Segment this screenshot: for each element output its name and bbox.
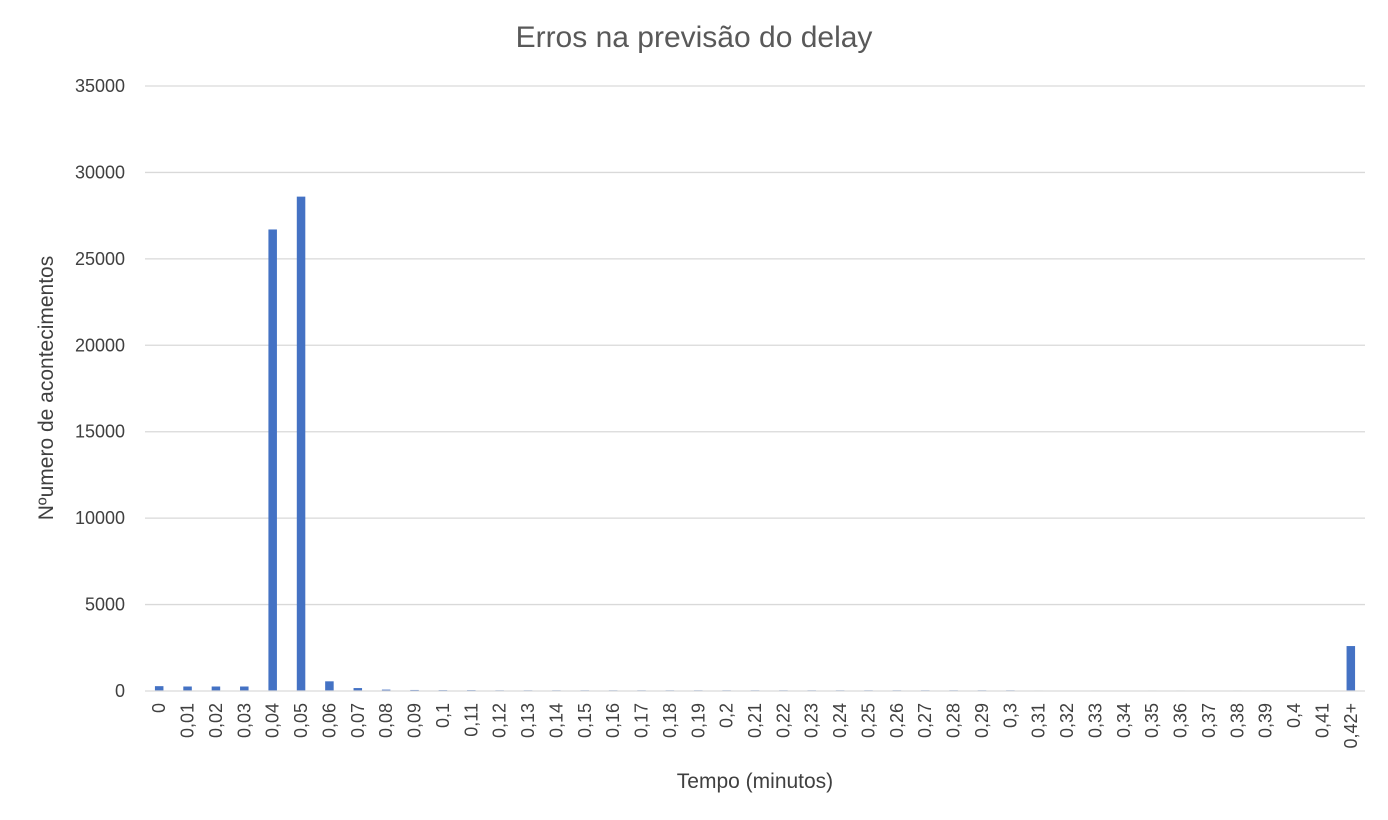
x-tick-label: 0 — [149, 703, 169, 713]
bar-0,01 — [183, 686, 192, 691]
bar-0,04 — [268, 229, 277, 691]
x-tick-label: 0,01 — [178, 703, 198, 738]
bar-0,02 — [211, 686, 221, 691]
x-tick-label: 0,37 — [1199, 703, 1219, 738]
x-tick-label: 0,13 — [518, 703, 538, 738]
x-tick-label: 0,33 — [1085, 703, 1105, 738]
x-tick-label: 0,3 — [1000, 703, 1020, 728]
y-tick-label: 5000 — [85, 595, 125, 615]
x-tick-label: 0,36 — [1171, 703, 1191, 738]
x-tick-label: 0,18 — [660, 703, 680, 738]
y-tick-label: 10000 — [75, 508, 125, 528]
x-tick-label: 0,09 — [405, 703, 425, 738]
x-tick-label: 0,11 — [461, 703, 481, 737]
x-tick-label: 0,42+ — [1341, 703, 1361, 749]
x-tick-label: 0,23 — [802, 703, 822, 738]
x-tick-label: 0,2 — [717, 703, 737, 728]
x-axis-ticks: 0 0,01 0,02 0,03 0,04 0,05 0,06 0,07 0,08 0,09 0,1… — [149, 703, 1361, 749]
x-tick-label: 0,17 — [632, 703, 652, 738]
x-tick-label: 0,16 — [603, 703, 623, 738]
x-tick-label: 0,1 — [433, 703, 453, 728]
x-axis-title: Tempo (minutos) — [677, 770, 833, 793]
gridlines — [145, 85, 1365, 606]
x-tick-label: 0,15 — [575, 703, 595, 738]
x-tick-label: 0,08 — [376, 703, 396, 738]
x-tick-label: 0,28 — [944, 703, 964, 738]
x-tick-label: 0,27 — [915, 703, 935, 738]
x-tick-label: 0,22 — [773, 703, 793, 738]
x-tick-label: 0,4 — [1284, 703, 1304, 728]
x-tick-label: 0,19 — [688, 703, 708, 738]
y-axis-ticks: 0 5000 10000 15000 20000 25000 30000 35000 — [75, 76, 125, 701]
x-tick-label: 0,06 — [319, 703, 339, 738]
x-tick-label: 0,25 — [858, 703, 878, 738]
y-tick-label: 25000 — [75, 249, 125, 269]
x-tick-label: 0,14 — [546, 703, 566, 738]
x-tick-label: 0,04 — [263, 703, 283, 738]
x-tick-label: 0,12 — [490, 703, 510, 738]
x-tick-label: 0,34 — [1114, 703, 1134, 738]
bars — [154, 196, 1356, 691]
x-tick-label: 0,31 — [1029, 703, 1049, 738]
x-tick-label: 0,05 — [291, 703, 311, 738]
x-tick-label: 0,32 — [1057, 703, 1077, 738]
bar-0,03 — [240, 686, 249, 691]
bar-0,06 — [325, 681, 334, 691]
x-tick-label: 0,38 — [1227, 703, 1247, 738]
y-tick-label: 20000 — [75, 335, 125, 355]
bar-0,05 — [296, 196, 306, 691]
y-tick-label: 15000 — [75, 422, 125, 442]
x-tick-label: 0,03 — [234, 703, 254, 738]
x-tick-label: 0,24 — [830, 703, 850, 738]
y-tick-label: 35000 — [75, 76, 125, 96]
y-axis-title: Nºumero de acontecimentos — [35, 256, 58, 520]
bar-0,07 — [353, 688, 363, 691]
bar-0,42+ — [1346, 646, 1356, 691]
x-tick-label: 0,21 — [745, 703, 765, 738]
x-tick-label: 0,02 — [206, 703, 226, 738]
bar-0,08 — [381, 689, 391, 691]
x-tick-label: 0,26 — [887, 703, 907, 738]
x-tick-label: 0,07 — [348, 703, 368, 738]
x-tick-label: 0,41 — [1312, 703, 1332, 738]
x-tick-label: 0,35 — [1142, 703, 1162, 738]
y-tick-label: 30000 — [75, 162, 125, 182]
chart-title: Erros na previsão do delay — [516, 21, 873, 54]
x-tick-label: 0,29 — [972, 703, 992, 738]
y-tick-label: 0 — [115, 681, 125, 701]
bar-0 — [154, 686, 164, 691]
x-tick-label: 0,39 — [1256, 703, 1276, 738]
